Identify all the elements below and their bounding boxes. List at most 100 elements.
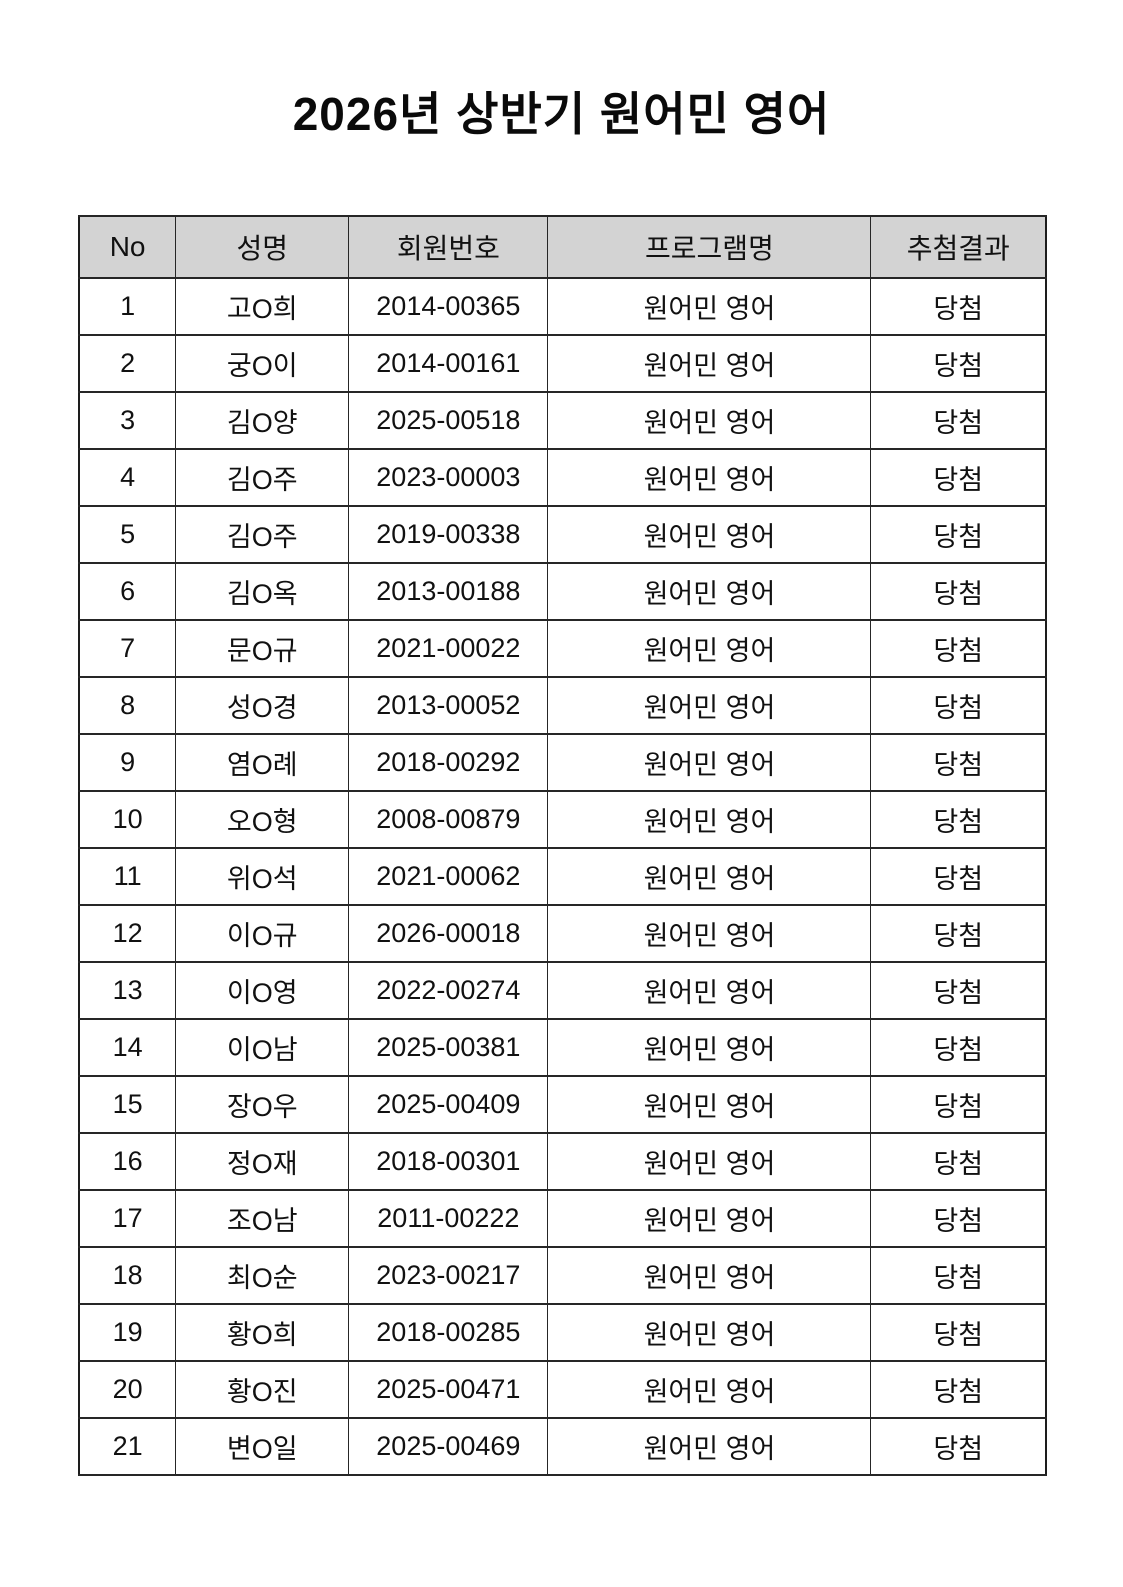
cell-result: 당첨 [870, 904, 1047, 963]
cell-result: 당첨 [870, 277, 1047, 336]
cell-member-id: 2014-00161 [348, 334, 549, 393]
cell-program: 원어민 영어 [547, 904, 872, 963]
cell-no: 3 [78, 391, 177, 450]
cell-name: 궁O이 [175, 334, 350, 393]
column-header-result: 추첨결과 [870, 215, 1047, 279]
cell-name: 문O규 [175, 619, 350, 678]
cell-program: 원어민 영어 [547, 1303, 872, 1362]
cell-name: 장O우 [175, 1075, 350, 1134]
table-row: 11 위O석 2021-00062 원어민 영어 당첨 [78, 847, 1047, 906]
cell-member-id: 2018-00285 [348, 1303, 549, 1362]
cell-no: 6 [78, 562, 177, 621]
table-row: 4 김O주 2023-00003 원어민 영어 당첨 [78, 448, 1047, 507]
cell-program: 원어민 영어 [547, 391, 872, 450]
cell-result: 당첨 [870, 391, 1047, 450]
cell-no: 16 [78, 1132, 177, 1191]
cell-no: 18 [78, 1246, 177, 1305]
table-row: 7 문O규 2021-00022 원어민 영어 당첨 [78, 619, 1047, 678]
cell-result: 당첨 [870, 1189, 1047, 1248]
cell-member-id: 2018-00292 [348, 733, 549, 792]
cell-result: 당첨 [870, 1303, 1047, 1362]
cell-member-id: 2025-00381 [348, 1018, 549, 1077]
cell-name: 이O규 [175, 904, 350, 963]
cell-result: 당첨 [870, 619, 1047, 678]
cell-no: 15 [78, 1075, 177, 1134]
table-row: 3 김O양 2025-00518 원어민 영어 당첨 [78, 391, 1047, 450]
cell-member-id: 2008-00879 [348, 790, 549, 849]
cell-member-id: 2023-00217 [348, 1246, 549, 1305]
cell-member-id: 2025-00409 [348, 1075, 549, 1134]
table-row: 15 장O우 2025-00409 원어민 영어 당첨 [78, 1075, 1047, 1134]
cell-result: 당첨 [870, 1018, 1047, 1077]
cell-program: 원어민 영어 [547, 733, 872, 792]
cell-no: 10 [78, 790, 177, 849]
cell-member-id: 2013-00188 [348, 562, 549, 621]
cell-program: 원어민 영어 [547, 1360, 872, 1419]
cell-no: 8 [78, 676, 177, 735]
cell-member-id: 2025-00518 [348, 391, 549, 450]
table-body: 1 고O희 2014-00365 원어민 영어 당첨 2 궁O이 2014-00161 원어민 … [78, 277, 1047, 1476]
cell-name: 김O양 [175, 391, 350, 450]
cell-no: 12 [78, 904, 177, 963]
cell-member-id: 2026-00018 [348, 904, 549, 963]
cell-name: 최O순 [175, 1246, 350, 1305]
cell-name: 김O주 [175, 448, 350, 507]
table-row: 18 최O순 2023-00217 원어민 영어 당첨 [78, 1246, 1047, 1305]
cell-name: 김O주 [175, 505, 350, 564]
cell-member-id: 2014-00365 [348, 277, 549, 336]
cell-result: 당첨 [870, 961, 1047, 1020]
cell-program: 원어민 영어 [547, 1075, 872, 1134]
cell-name: 황O희 [175, 1303, 350, 1362]
cell-program: 원어민 영어 [547, 790, 872, 849]
cell-member-id: 2021-00022 [348, 619, 549, 678]
table-header-row: No 성명 회원번호 프로그램명 추첨결과 [78, 215, 1047, 279]
cell-member-id: 2022-00274 [348, 961, 549, 1020]
page-title: 2026년 상반기 원어민 영어 [292, 88, 831, 140]
cell-name: 이O영 [175, 961, 350, 1020]
cell-name: 조O남 [175, 1189, 350, 1248]
cell-no: 21 [78, 1417, 177, 1476]
cell-program: 원어민 영어 [547, 619, 872, 678]
table-row: 2 궁O이 2014-00161 원어민 영어 당첨 [78, 334, 1047, 393]
column-header-member-id: 회원번호 [348, 215, 549, 279]
table-row: 16 정O재 2018-00301 원어민 영어 당첨 [78, 1132, 1047, 1191]
cell-name: 이O남 [175, 1018, 350, 1077]
cell-result: 당첨 [870, 334, 1047, 393]
cell-name: 성O경 [175, 676, 350, 735]
cell-member-id: 2013-00052 [348, 676, 549, 735]
cell-program: 원어민 영어 [547, 562, 872, 621]
cell-name: 위O석 [175, 847, 350, 906]
cell-result: 당첨 [870, 562, 1047, 621]
cell-result: 당첨 [870, 505, 1047, 564]
cell-name: 황O진 [175, 1360, 350, 1419]
cell-program: 원어민 영어 [547, 505, 872, 564]
cell-no: 13 [78, 961, 177, 1020]
cell-name: 염O례 [175, 733, 350, 792]
cell-name: 오O형 [175, 790, 350, 849]
table-row: 8 성O경 2013-00052 원어민 영어 당첨 [78, 676, 1047, 735]
cell-program: 원어민 영어 [547, 1018, 872, 1077]
cell-program: 원어민 영어 [547, 448, 872, 507]
cell-member-id: 2023-00003 [348, 448, 549, 507]
cell-result: 당첨 [870, 790, 1047, 849]
table-row: 19 황O희 2018-00285 원어민 영어 당첨 [78, 1303, 1047, 1362]
cell-no: 19 [78, 1303, 177, 1362]
cell-no: 2 [78, 334, 177, 393]
cell-no: 9 [78, 733, 177, 792]
cell-name: 변O일 [175, 1417, 350, 1476]
column-header-no: No [78, 215, 177, 279]
cell-program: 원어민 영어 [547, 676, 872, 735]
table-row: 5 김O주 2019-00338 원어민 영어 당첨 [78, 505, 1047, 564]
table-row: 9 염O례 2018-00292 원어민 영어 당첨 [78, 733, 1047, 792]
cell-no: 1 [78, 277, 177, 336]
cell-program: 원어민 영어 [547, 1246, 872, 1305]
table-row: 13 이O영 2022-00274 원어민 영어 당첨 [78, 961, 1047, 1020]
column-header-program: 프로그램명 [547, 215, 872, 279]
table-row: 14 이O남 2025-00381 원어민 영어 당첨 [78, 1018, 1047, 1077]
table-row: 21 변O일 2025-00469 원어민 영어 당첨 [78, 1417, 1047, 1476]
cell-member-id: 2019-00338 [348, 505, 549, 564]
cell-result: 당첨 [870, 1075, 1047, 1134]
cell-result: 당첨 [870, 448, 1047, 507]
table-row: 1 고O희 2014-00365 원어민 영어 당첨 [78, 277, 1047, 336]
